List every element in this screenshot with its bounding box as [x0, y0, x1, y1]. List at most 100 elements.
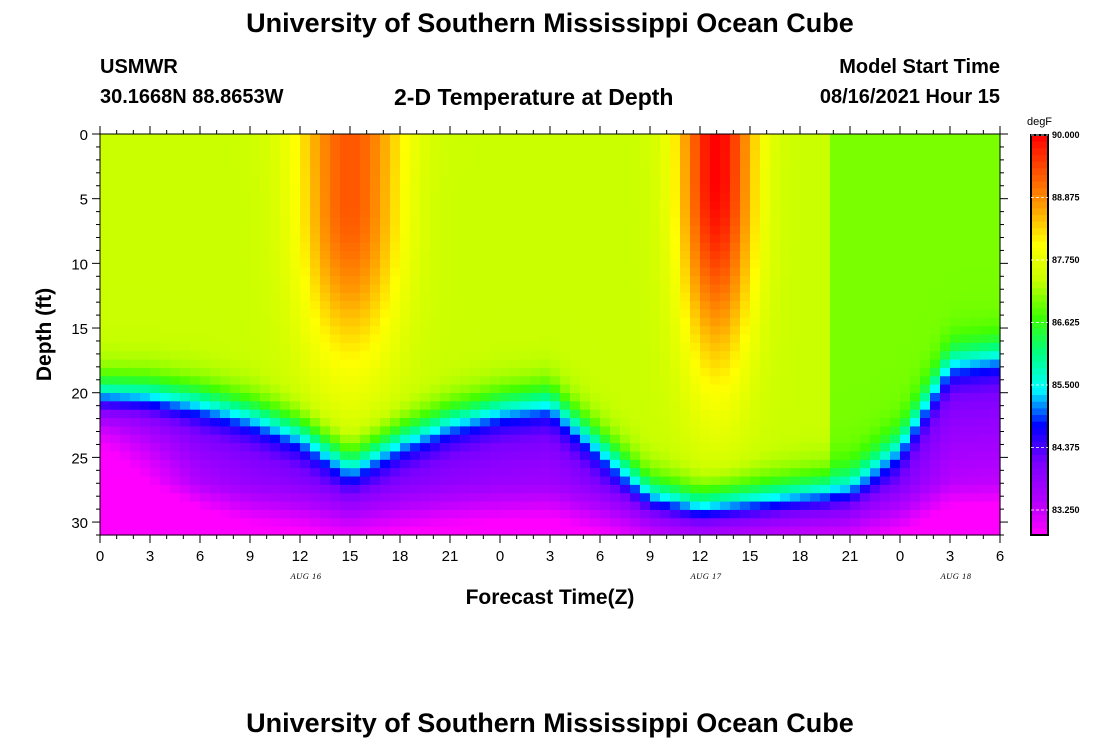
heatmap-cell	[760, 459, 771, 469]
heatmap-cell	[960, 376, 971, 386]
heatmap-cell	[540, 493, 551, 503]
heatmap-cell	[650, 518, 661, 528]
heatmap-cell	[150, 367, 161, 377]
heatmap-cell	[630, 309, 641, 319]
heatmap-cell	[830, 309, 841, 319]
heatmap-cell	[570, 209, 581, 219]
heatmap-cell	[760, 367, 771, 377]
heatmap-cell	[130, 242, 141, 252]
heatmap-cell	[300, 276, 311, 285]
heatmap-cell	[590, 526, 601, 536]
heatmap-cell	[100, 409, 111, 419]
heatmap-cell	[410, 476, 421, 486]
heatmap-cell	[850, 484, 861, 494]
heatmap-cell	[740, 367, 751, 377]
heatmap-cell	[520, 292, 531, 302]
heatmap-cell	[380, 334, 391, 344]
heatmap-cell	[550, 217, 561, 227]
heatmap-cell	[380, 426, 391, 436]
heatmap-cell	[500, 267, 511, 277]
heatmap-cell	[400, 242, 411, 252]
heatmap-cell	[290, 426, 301, 436]
y-tick-label: 0	[80, 127, 88, 144]
heatmap-cell	[170, 217, 181, 227]
heatmap-cell	[230, 284, 241, 294]
heatmap-cell	[870, 209, 881, 219]
heatmap-cell	[740, 426, 751, 436]
heatmap-cell	[610, 451, 621, 461]
heatmap-cell	[520, 342, 531, 352]
heatmap-cell	[270, 493, 281, 503]
heatmap-cell	[930, 326, 941, 336]
heatmap-cell	[340, 392, 351, 402]
heatmap-cell	[940, 175, 951, 185]
heatmap-cell	[380, 409, 391, 419]
heatmap-cell	[300, 326, 311, 336]
heatmap-cell	[370, 284, 381, 294]
heatmap-cell	[290, 459, 301, 469]
heatmap-cell	[560, 250, 571, 260]
heatmap-cell	[320, 451, 331, 461]
heatmap-cell	[230, 384, 241, 394]
heatmap-cell	[660, 518, 671, 528]
heatmap-cell	[240, 334, 251, 344]
heatmap-cell	[400, 484, 411, 494]
heatmap-cell	[810, 276, 821, 285]
heatmap-cell	[600, 484, 611, 494]
heatmap-cell	[640, 284, 651, 294]
heatmap-cell	[820, 342, 831, 352]
heatmap-cell	[260, 459, 271, 469]
heatmap-cell	[280, 259, 291, 269]
heatmap-cell	[880, 175, 891, 185]
heatmap-cell	[560, 284, 571, 294]
heatmap-cell	[980, 142, 991, 152]
heatmap-cell	[220, 359, 231, 369]
heatmap-cell	[740, 142, 751, 152]
heatmap-cell	[840, 484, 851, 494]
heatmap-cell	[200, 468, 211, 478]
heatmap-cell	[180, 209, 191, 219]
heatmap-cell	[990, 175, 1001, 185]
heatmap-cell	[270, 518, 281, 528]
heatmap-cell	[280, 484, 291, 494]
heatmap-cell	[710, 392, 721, 402]
heatmap-cell	[240, 175, 251, 185]
heatmap-cell	[330, 359, 341, 369]
heatmap-cell	[480, 509, 491, 519]
heatmap-cell	[770, 167, 781, 177]
heatmap-cell	[280, 242, 291, 252]
heatmap-cell	[270, 484, 281, 494]
heatmap-cell	[850, 426, 861, 436]
heatmap-cell	[980, 384, 991, 394]
heatmap-cell	[870, 518, 881, 528]
heatmap-cell	[430, 518, 441, 528]
heatmap-cell	[520, 175, 531, 185]
heatmap-cell	[880, 493, 891, 503]
heatmap-cell	[820, 276, 831, 285]
heatmap-cell	[570, 259, 581, 269]
heatmap-cell	[520, 184, 531, 194]
colorbar-segment	[1031, 321, 1048, 329]
heatmap-cell	[840, 443, 851, 453]
heatmap-cell	[650, 167, 661, 177]
heatmap-cell	[980, 459, 991, 469]
heatmap-cell	[910, 342, 921, 352]
heatmap-cell	[940, 276, 951, 285]
heatmap-cell	[790, 142, 801, 152]
heatmap-cell	[470, 242, 481, 252]
heatmap-cell	[550, 509, 561, 519]
heatmap-cell	[420, 242, 431, 252]
heatmap-cell	[460, 367, 471, 377]
heatmap-cell	[240, 267, 251, 277]
heatmap-cell	[880, 167, 891, 177]
heatmap-cell	[440, 443, 451, 453]
heatmap-cell	[530, 276, 541, 285]
heatmap-cell	[460, 301, 471, 311]
heatmap-cell	[140, 217, 151, 227]
heatmap-cell	[110, 259, 121, 269]
heatmap-cell	[540, 334, 551, 344]
heatmap-cell	[610, 459, 621, 469]
heatmap-cell	[310, 468, 321, 478]
heatmap-cell	[730, 351, 741, 361]
heatmap-cell	[770, 225, 781, 235]
